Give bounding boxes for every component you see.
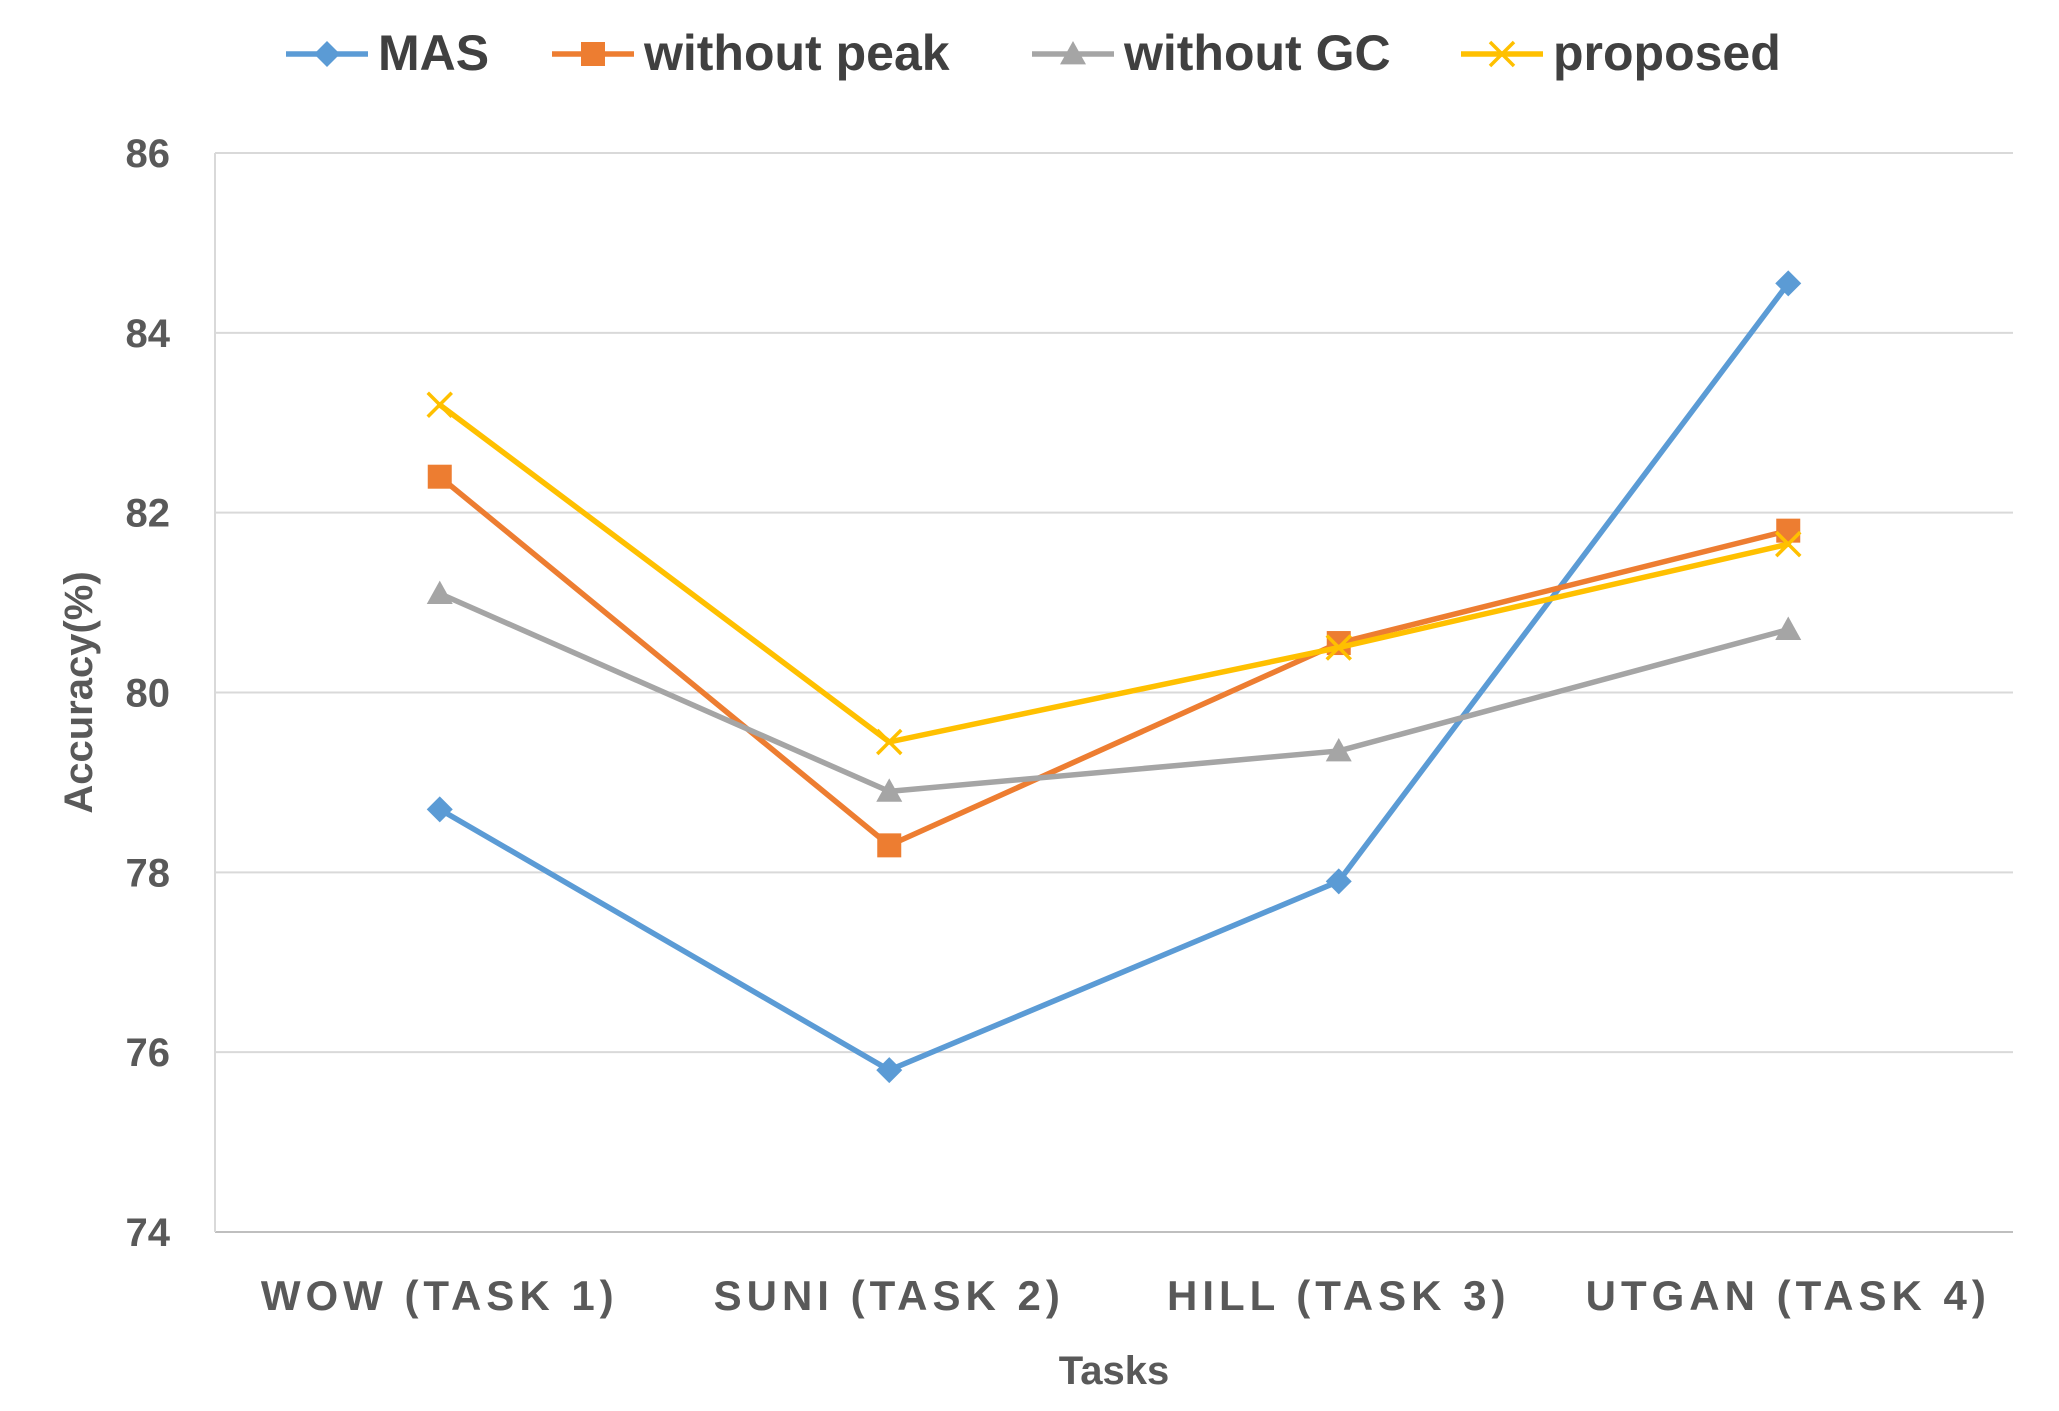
x-tick-label: SUNI (TASK 2)	[714, 1272, 1065, 1319]
legend-label: without GC	[1123, 25, 1391, 81]
legend-marker	[1060, 41, 1086, 65]
x-axis-title: Tasks	[1059, 1349, 1169, 1393]
y-tick-label: 82	[126, 492, 171, 536]
data-point	[876, 728, 903, 756]
gridlines	[214, 152, 2013, 1233]
legend: MAS without peak without GC proposed	[286, 25, 1781, 81]
legend-item-without-peak: without peak	[552, 25, 950, 81]
data-point	[877, 833, 902, 858]
data-point	[1325, 634, 1352, 661]
legend-marker	[581, 42, 605, 66]
data-point	[426, 391, 453, 419]
legend-marker	[1488, 40, 1516, 68]
series-line	[437, 473, 1791, 849]
legend-label: MAS	[378, 25, 489, 81]
data-point	[1325, 737, 1352, 762]
x-tick-labels: WOW (TASK 1) SUNI (TASK 2) HILL (TASK 3) UT…	[261, 1272, 1991, 1319]
legend-item-proposed: proposed	[1461, 25, 1781, 81]
x-tick-label: UTGAN (TASK 4)	[1586, 1272, 1991, 1319]
y-tick-label: 80	[126, 672, 171, 716]
data-point	[426, 580, 453, 604]
data-point	[1775, 616, 1802, 640]
y-tick-label: 78	[126, 851, 171, 895]
legend-item-without-gc: without GC	[1032, 25, 1391, 81]
x-tick-label: HILL (TASK 3)	[1167, 1272, 1510, 1319]
y-tick-label: 86	[126, 132, 171, 176]
data-point	[427, 464, 452, 489]
y-tick-label: 74	[126, 1211, 171, 1255]
data-point	[1776, 518, 1801, 543]
y-tick-label: 84	[126, 312, 171, 356]
series-without-peak	[427, 464, 1801, 858]
data-point	[876, 778, 903, 802]
data-point	[1775, 530, 1802, 558]
data-point	[876, 1057, 903, 1084]
y-tick-label: 76	[126, 1031, 171, 1075]
legend-label: proposed	[1553, 25, 1781, 81]
data-point	[1775, 270, 1802, 297]
legend-marker	[314, 41, 340, 67]
data-point	[426, 796, 453, 823]
legend-label: without peak	[643, 25, 950, 81]
y-axis-title: Accuracy(%)	[57, 571, 101, 813]
x-tick-label: WOW (TASK 1)	[261, 1272, 619, 1319]
data-point	[1325, 868, 1352, 895]
series-without-gc	[426, 580, 1802, 802]
series-line	[437, 280, 1791, 1073]
series-line	[437, 590, 1791, 795]
y-tick-labels: 74 76 78 80 82 84 86	[126, 132, 171, 1255]
legend-item-mas: MAS	[286, 25, 489, 81]
series-line	[437, 402, 1791, 745]
series-proposed	[426, 391, 1802, 756]
series-mas	[426, 270, 1802, 1084]
